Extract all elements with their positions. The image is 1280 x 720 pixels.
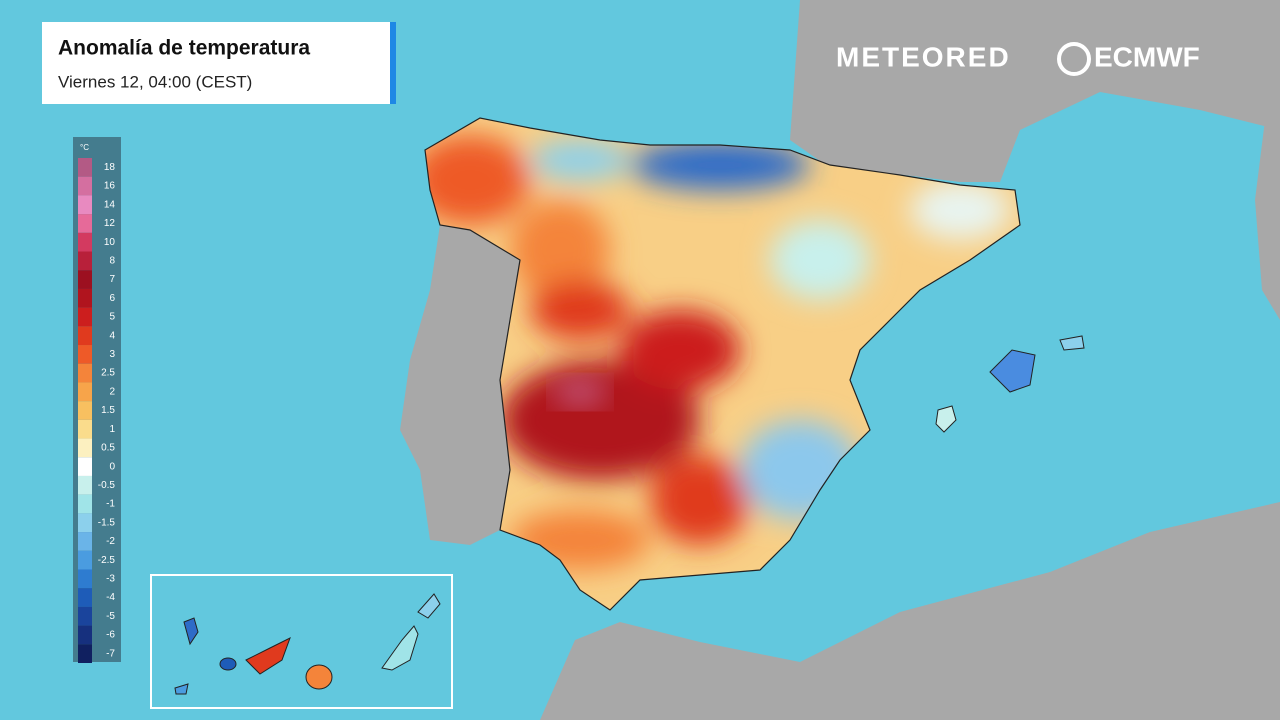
- legend-swatch: [78, 438, 92, 458]
- legend: 18 16 14 12 10 8 7 6 5 4 3 2.5 2 1.5 1 0.5 0 -0.5 -1 -1.5 -2…: [78, 158, 115, 663]
- legend-swatch: [78, 419, 92, 439]
- legend-label: 10: [104, 237, 116, 248]
- legend-unit: °C: [80, 143, 89, 152]
- legend-swatch: [78, 363, 92, 383]
- spain-border: [424, 117, 1021, 611]
- legend-swatch: [78, 494, 92, 514]
- legend-swatch: [78, 345, 92, 364]
- subtitle: Viernes 12, 04:00 (CEST): [58, 72, 252, 91]
- anomaly-area: [530, 280, 630, 340]
- ibiza: [935, 405, 957, 433]
- legend-label: -1.5: [98, 517, 116, 528]
- legend-swatch: [78, 382, 92, 402]
- anomaly-area: [630, 140, 810, 190]
- legend-label: 14: [104, 199, 116, 210]
- island: [305, 664, 333, 690]
- corsica-sardinia: [1250, 30, 1280, 320]
- legend-label: 2.5: [101, 368, 115, 379]
- legend-label: 1.5: [101, 405, 115, 416]
- title: Anomalía de temperatura: [58, 37, 310, 60]
- legend-swatch: [78, 288, 92, 308]
- legend-label: -4: [106, 592, 115, 603]
- legend-swatch: [78, 158, 92, 177]
- legend-swatch: [78, 401, 92, 420]
- brand-ecmwf: ECMWF: [1094, 41, 1200, 72]
- legend-label: 18: [104, 162, 116, 173]
- island: [183, 617, 199, 646]
- legend-swatch: [78, 606, 92, 626]
- legend-swatch: [78, 214, 92, 233]
- anomaly-area: [425, 135, 530, 225]
- africa: [540, 502, 1280, 720]
- anomaly-area: [552, 376, 608, 408]
- legend-swatch: [78, 270, 92, 289]
- anomaly-area: [530, 140, 630, 180]
- legend-label: -2: [106, 536, 115, 547]
- legend-swatch: [78, 326, 92, 346]
- anomaly-area: [510, 200, 610, 300]
- legend-swatch: [78, 176, 92, 196]
- legend-label: 2: [109, 386, 115, 397]
- island: [219, 657, 237, 671]
- legend-label: -6: [106, 630, 115, 641]
- brand-meteored: METEORED: [836, 41, 1011, 72]
- anomaly-area: [770, 220, 870, 300]
- legend-label: -1: [106, 499, 115, 510]
- legend-label: 12: [104, 218, 116, 229]
- legend-swatch: [78, 307, 92, 327]
- legend-label: 0.5: [101, 443, 115, 454]
- island: [174, 683, 189, 695]
- legend-swatch: [78, 625, 92, 645]
- anomaly-area: [500, 360, 700, 480]
- legend-swatch: [78, 532, 92, 551]
- legend-label: -7: [106, 648, 115, 659]
- ecmwf-logo: [1057, 42, 1091, 76]
- canary-inset: [150, 574, 453, 709]
- anomaly-area: [620, 310, 740, 390]
- anomaly-area: [650, 455, 750, 545]
- island: [417, 593, 441, 619]
- legend-swatch: [78, 588, 92, 607]
- title-accent: [390, 22, 396, 104]
- island: [245, 636, 291, 675]
- legend-label: 8: [109, 256, 115, 267]
- legend-swatch: [78, 195, 92, 215]
- legend-label: -0.5: [98, 480, 116, 491]
- legend-swatch: [78, 457, 92, 476]
- legend-swatch: [78, 644, 92, 663]
- legend-label: 16: [104, 181, 116, 192]
- legend-swatch: [78, 475, 92, 495]
- legend-label: 6: [109, 293, 115, 304]
- france: [790, 0, 1280, 182]
- legend-label: 7: [109, 274, 115, 285]
- mallorca: [989, 349, 1036, 393]
- legend-label: 5: [109, 312, 115, 323]
- legend-swatch: [78, 251, 92, 271]
- island: [381, 625, 419, 671]
- legend-label: -5: [106, 611, 115, 622]
- legend-label: 1: [109, 424, 115, 435]
- menorca: [1059, 335, 1085, 351]
- legend-swatch: [78, 513, 92, 533]
- legend-swatch: [78, 550, 92, 570]
- legend-swatch: [78, 569, 92, 589]
- legend-label: -2.5: [98, 555, 116, 566]
- portugal: [400, 225, 520, 545]
- legend-swatch: [78, 232, 92, 252]
- title-box: [42, 22, 392, 104]
- legend-label: 0: [109, 461, 115, 472]
- legend-label: -3: [106, 573, 115, 584]
- legend-label: 4: [109, 330, 115, 341]
- legend-label: 3: [109, 349, 115, 360]
- anomaly-area: [910, 180, 1010, 240]
